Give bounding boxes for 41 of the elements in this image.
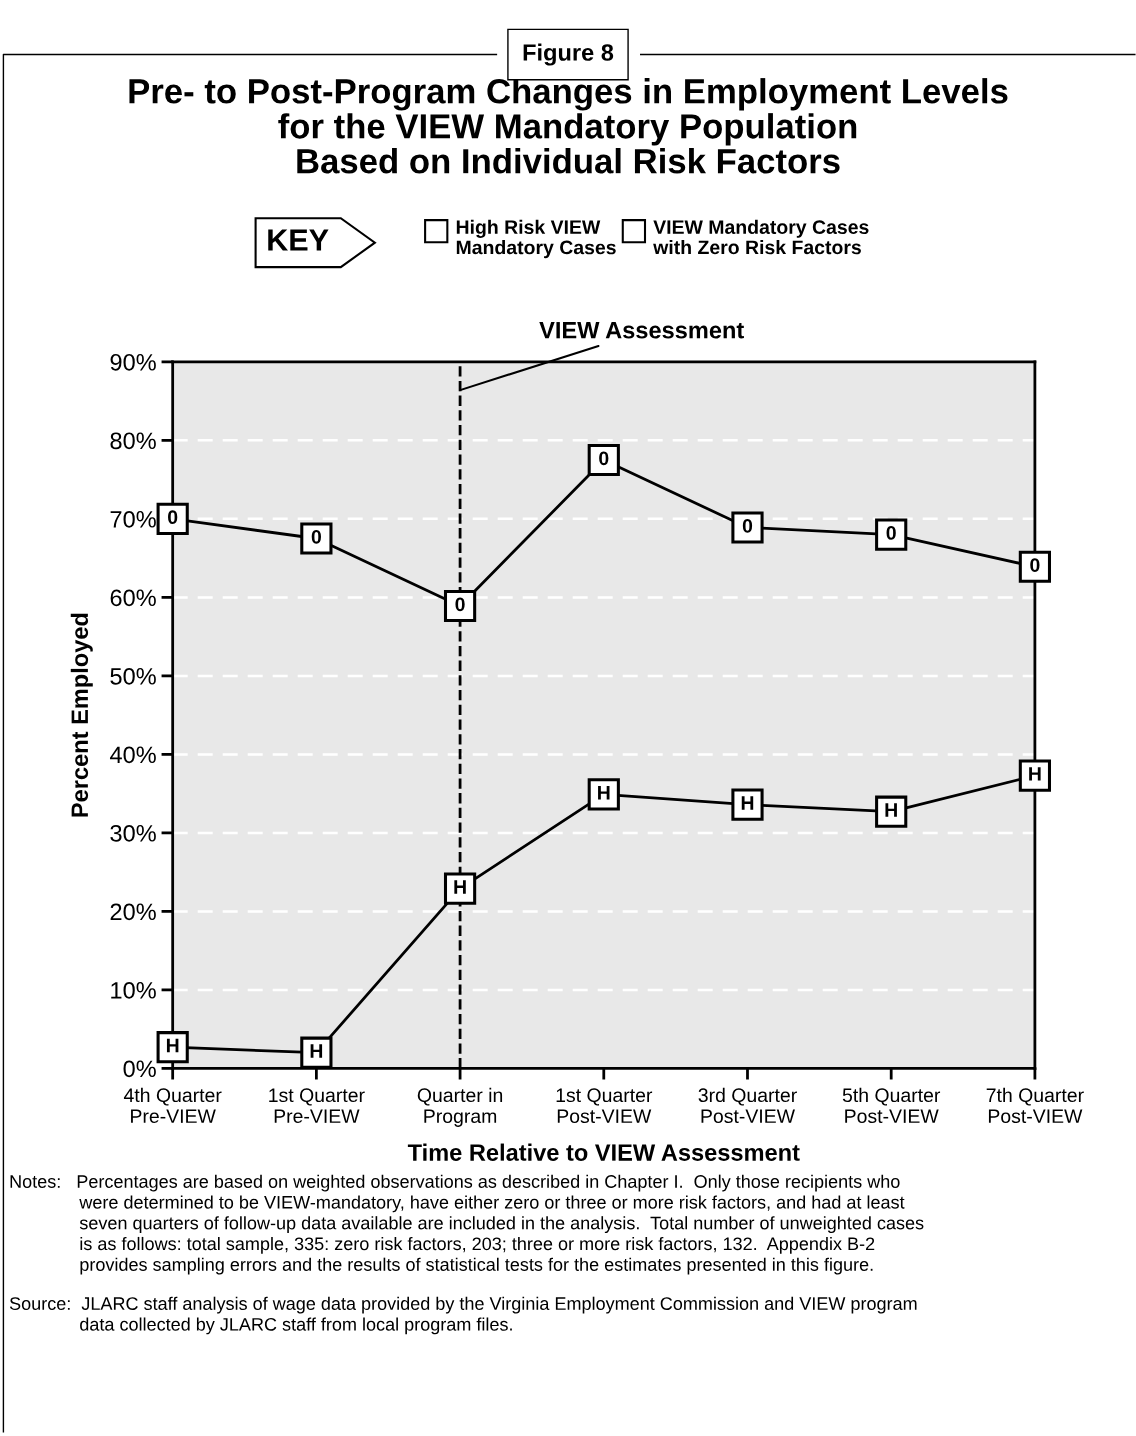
x-tick-label: 5th Quarter Post-VIEW — [842, 1087, 941, 1124]
legend-label: VIEW Mandatory Cases with Zero Risk Factors — [653, 219, 869, 255]
y-tick-label: 10% — [111, 981, 156, 999]
x-axis-title: Time Relative to VIEW Assessment — [407, 1143, 800, 1161]
x-tick-label: 1st Quarter Post-VIEW — [556, 1088, 653, 1124]
x-tick-label: 4th Quarter Pre-VIEW — [123, 1087, 222, 1124]
source-note: Source: JLARC staff analysis of wage data provided by the Virginia Employment Commission and VIEW program data collected by JLARC staff from local program files. — [9, 1296, 917, 1335]
legend-title: KEY — [268, 229, 329, 251]
y-tick-label: 70% — [110, 510, 156, 528]
annotation: 0 — [455, 597, 465, 612]
annotation: H — [166, 1038, 179, 1053]
y-tick-label: 40% — [109, 746, 156, 764]
y-tick-label: 20% — [110, 903, 156, 921]
x-tick-label: 1st Quarter Pre-VIEW — [269, 1088, 365, 1124]
x-tick-label: 3rd Quarter Post-VIEW — [698, 1087, 797, 1124]
annotation: H — [310, 1044, 323, 1058]
annotation: H — [741, 796, 754, 810]
annotation: H — [885, 803, 897, 817]
annotation: 0 — [1030, 558, 1040, 572]
y-axis-title: Percent Employed — [70, 613, 93, 817]
y-tick-label: 0% — [123, 1060, 156, 1078]
y-tick-label: 30% — [110, 824, 156, 842]
legend-label: High Risk VIEW Mandatory Cases — [456, 219, 616, 259]
annotation: H — [598, 786, 610, 800]
annotation: 0 — [311, 529, 321, 544]
caption: Figure 8 — [523, 43, 614, 66]
ref-line-label: VIEW Assessment — [539, 322, 744, 339]
annotation: 0 — [599, 451, 609, 466]
annotation: 0 — [886, 526, 896, 540]
y-tick-label: 90% — [110, 353, 156, 371]
chart-title: Pre- to Post-Program Changes in Employment Levels for the VIEW Mandatory Population Based on Individual Risk Factors — [129, 78, 1008, 174]
annotation: H — [1029, 767, 1041, 781]
x-tick-label: 7th Quarter Post-VIEW — [986, 1087, 1084, 1124]
x-tick-label: Quarter in Program — [417, 1087, 503, 1127]
y-tick-label: 80% — [110, 432, 156, 450]
text: Notes: Percentages are based on weighted observations as described in Chapter I. Only those recipients who were determined to be VIEW-mandatory, have either zero or three or more risk factors, and had at least seven quarters of follow-up data available are included in the analysis. Total number of unweighted cases is as follows: total sample, 335: zero risk factors, 203; three or more risk factors, 132. Appendix B-2 provides sampling errors and the results of statistical tests for the estimates presented in this figure. — [10, 1174, 924, 1275]
annotation: H — [454, 880, 466, 894]
y-tick-label: 60% — [110, 589, 156, 607]
annotation: 0 — [168, 510, 178, 525]
annotation: 0 — [742, 518, 753, 533]
y-tick-label: 50% — [110, 667, 156, 685]
